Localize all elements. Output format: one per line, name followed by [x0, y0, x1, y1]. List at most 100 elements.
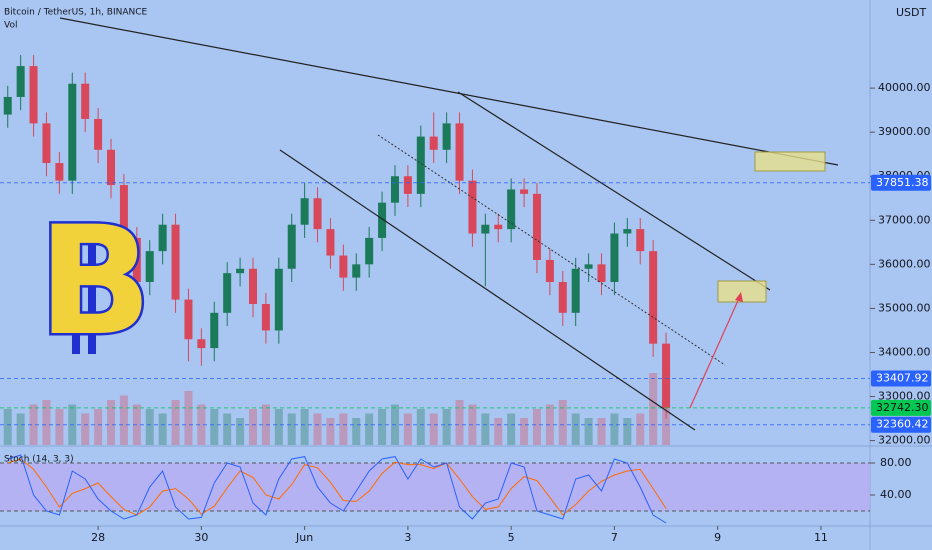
candle-body	[339, 255, 348, 278]
currency: USDT	[896, 6, 927, 19]
y-tick-label: 37000.00	[878, 213, 931, 226]
volume-bar	[248, 409, 257, 445]
candle-body	[42, 123, 51, 164]
candle-body	[365, 237, 374, 265]
volume-bar	[261, 404, 270, 445]
stoch-tick-label: 80.00	[880, 456, 912, 469]
drawings: B	[35, 17, 839, 431]
volume-bar	[584, 418, 593, 445]
price-label: 37851.38	[876, 176, 929, 189]
volume-bar	[16, 413, 25, 445]
candle-body	[468, 180, 477, 234]
volume-bar	[55, 409, 64, 445]
price-label: 32742.30	[876, 401, 929, 414]
y-tick-label: 34000.00	[878, 345, 931, 358]
candle-body	[119, 185, 128, 238]
candle-body	[558, 281, 567, 313]
labels: 32000.00 33000.00 34000.00 35000.00 36000.00…	[91, 81, 931, 544]
y-tick-label: 36000.00	[878, 257, 931, 270]
candle-body	[145, 251, 154, 282]
candle-body	[248, 268, 257, 305]
candle-body	[94, 118, 103, 150]
candle-body	[326, 229, 335, 256]
volume-bar	[197, 404, 206, 445]
x-tick-label: 5	[508, 531, 515, 544]
y-tick-label: 33000.00	[878, 390, 931, 403]
trend-line	[457, 91, 771, 291]
price-label-box	[871, 370, 931, 387]
candle-body	[481, 224, 490, 234]
price-label-box	[871, 174, 931, 191]
volume-bar	[403, 413, 412, 445]
candle-body	[184, 299, 193, 340]
candle-body	[300, 198, 309, 225]
price-label-box	[871, 399, 931, 416]
candle-body	[662, 343, 671, 408]
arrow	[689, 295, 741, 409]
volume-bar	[326, 418, 335, 445]
candle-body	[649, 251, 658, 344]
volume-bar	[649, 373, 658, 445]
candle-body	[584, 264, 593, 269]
volume-bar	[171, 400, 180, 445]
candle-body	[352, 264, 361, 278]
candle-body	[16, 66, 25, 97]
volume-bar	[352, 418, 361, 445]
candle-body	[507, 189, 516, 230]
x-tick-label: 9	[714, 531, 721, 544]
trend-line	[59, 17, 839, 166]
candle-body	[545, 259, 554, 282]
volume-bar	[339, 413, 348, 445]
candle-body	[378, 202, 387, 238]
candle-body	[455, 123, 464, 181]
price-pane	[0, 55, 870, 426]
candle-body	[494, 224, 503, 230]
candle-body	[261, 304, 270, 331]
candle-body	[210, 312, 219, 349]
price-label: 33407.92	[876, 372, 929, 385]
volume-bar	[158, 413, 167, 445]
volume-bar	[494, 418, 503, 445]
candle-body	[3, 96, 12, 115]
volume-bar	[94, 409, 103, 445]
volume-bar	[636, 413, 645, 445]
volume-bar	[42, 400, 51, 445]
volume-bar	[442, 409, 451, 445]
target-box	[754, 151, 826, 172]
candle-body	[236, 268, 245, 274]
volume-bar	[274, 409, 283, 445]
candle-body	[132, 237, 141, 282]
volume-bar	[81, 413, 90, 445]
candle-body	[197, 339, 206, 349]
volume-bar	[610, 413, 619, 445]
stoch-line	[7, 454, 667, 524]
candle-body	[171, 224, 180, 300]
stoch-pane	[0, 454, 870, 524]
candle-body	[610, 233, 619, 282]
x-tick-label: 7	[611, 531, 618, 544]
candle-body	[274, 268, 283, 331]
x-tick-label: 30	[194, 531, 208, 544]
arrow-head	[735, 292, 743, 302]
candle-body	[223, 273, 232, 313]
chart-title: Bitcoin / TetherUS, 1h, BINANCE	[4, 8, 148, 18]
logo-bar	[72, 222, 80, 354]
logo: B	[38, 195, 152, 369]
x-tick-label: 3	[404, 531, 411, 544]
candle-body	[442, 123, 451, 150]
volume-bar	[623, 418, 632, 445]
volume-bar	[532, 409, 541, 445]
volume-bar	[210, 409, 219, 445]
price-label: 32360.42	[876, 418, 929, 431]
y-tick-label: 35000.00	[878, 301, 931, 314]
candle-body	[597, 264, 606, 282]
y-tick-label: 32000.00	[878, 434, 931, 447]
volume-bar	[365, 413, 374, 445]
candle-body	[520, 189, 529, 194]
volume-bar	[571, 413, 580, 445]
candle-body	[29, 66, 38, 124]
volume-bar	[145, 409, 154, 445]
stoch-tick-label: 40.00	[880, 488, 912, 501]
volume-pane	[3, 364, 671, 445]
